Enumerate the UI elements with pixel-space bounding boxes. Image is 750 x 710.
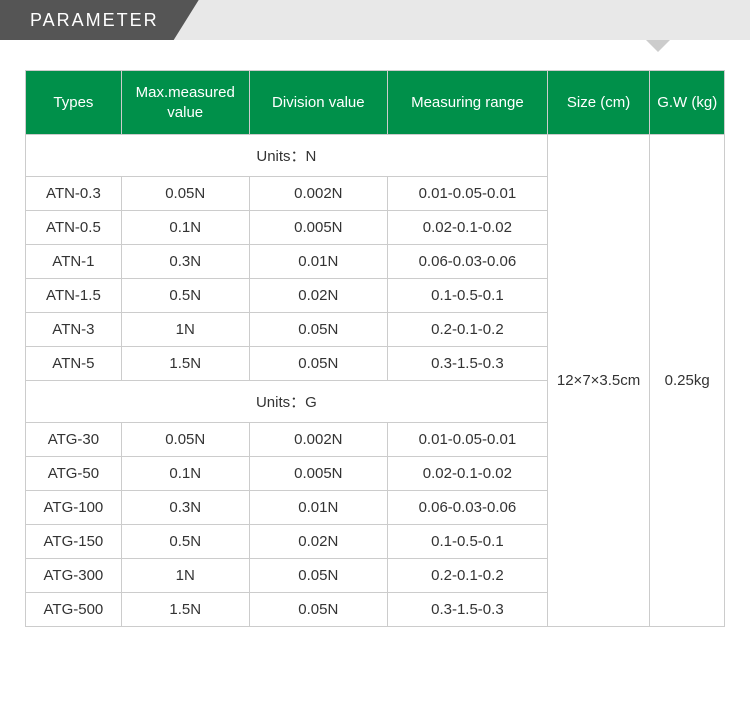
- cell-max: 0.05N: [121, 177, 249, 211]
- cell-range: 0.02-0.1-0.02: [388, 457, 548, 491]
- cell-div: 0.005N: [249, 457, 387, 491]
- col-division: Division value: [249, 71, 387, 135]
- cell-div: 0.05N: [249, 593, 387, 627]
- size-cell: 12×7×3.5cm: [547, 135, 650, 627]
- cell-range: 0.3-1.5-0.3: [388, 593, 548, 627]
- cell-div: 0.005N: [249, 211, 387, 245]
- cell-max: 0.5N: [121, 279, 249, 313]
- cell-div: 0.01N: [249, 491, 387, 525]
- units-g-label: Units：G: [26, 381, 548, 423]
- header-tab: PARAMETER: [0, 0, 199, 40]
- col-range: Measuring range: [388, 71, 548, 135]
- cell-range: 0.01-0.05-0.01: [388, 177, 548, 211]
- parameter-table: Types Max.measured value Division value …: [25, 70, 725, 627]
- cell-range: 0.1-0.5-0.1: [388, 525, 548, 559]
- header-title: PARAMETER: [30, 10, 159, 31]
- cell-range: 0.2-0.1-0.2: [388, 559, 548, 593]
- col-gw: G.W (kg): [650, 71, 725, 135]
- cell-range: 0.2-0.1-0.2: [388, 313, 548, 347]
- table-body: Units：N 12×7×3.5cm 0.25kg ATN-0.3 0.05N …: [26, 135, 725, 627]
- cell-max: 1N: [121, 313, 249, 347]
- units-n-row: Units：N 12×7×3.5cm 0.25kg: [26, 135, 725, 177]
- header-arrow-icon: [646, 40, 670, 52]
- cell-max: 0.1N: [121, 457, 249, 491]
- cell-range: 0.01-0.05-0.01: [388, 423, 548, 457]
- cell-type: ATN-1.5: [26, 279, 122, 313]
- cell-range: 0.02-0.1-0.02: [388, 211, 548, 245]
- cell-type: ATN-3: [26, 313, 122, 347]
- cell-max: 0.5N: [121, 525, 249, 559]
- cell-div: 0.05N: [249, 347, 387, 381]
- cell-range: 0.06-0.03-0.06: [388, 245, 548, 279]
- cell-type: ATN-5: [26, 347, 122, 381]
- cell-type: ATG-150: [26, 525, 122, 559]
- cell-type: ATN-1: [26, 245, 122, 279]
- cell-type: ATN-0.3: [26, 177, 122, 211]
- cell-type: ATG-100: [26, 491, 122, 525]
- cell-max: 0.1N: [121, 211, 249, 245]
- cell-range: 0.3-1.5-0.3: [388, 347, 548, 381]
- cell-div: 0.01N: [249, 245, 387, 279]
- cell-max: 0.05N: [121, 423, 249, 457]
- header-row: Types Max.measured value Division value …: [26, 71, 725, 135]
- cell-div: 0.02N: [249, 525, 387, 559]
- cell-max: 1.5N: [121, 593, 249, 627]
- cell-max: 1.5N: [121, 347, 249, 381]
- gw-cell: 0.25kg: [650, 135, 725, 627]
- cell-div: 0.05N: [249, 313, 387, 347]
- cell-max: 0.3N: [121, 491, 249, 525]
- cell-type: ATG-30: [26, 423, 122, 457]
- cell-div: 0.02N: [249, 279, 387, 313]
- col-size: Size (cm): [547, 71, 650, 135]
- cell-max: 0.3N: [121, 245, 249, 279]
- cell-div: 0.05N: [249, 559, 387, 593]
- cell-range: 0.06-0.03-0.06: [388, 491, 548, 525]
- cell-div: 0.002N: [249, 423, 387, 457]
- table-container: Types Max.measured value Division value …: [0, 40, 750, 647]
- header-bar: PARAMETER: [0, 0, 750, 40]
- cell-max: 1N: [121, 559, 249, 593]
- cell-type: ATN-0.5: [26, 211, 122, 245]
- cell-type: ATG-50: [26, 457, 122, 491]
- col-types: Types: [26, 71, 122, 135]
- cell-range: 0.1-0.5-0.1: [388, 279, 548, 313]
- cell-div: 0.002N: [249, 177, 387, 211]
- cell-type: ATG-300: [26, 559, 122, 593]
- units-n-label: Units：N: [26, 135, 548, 177]
- cell-type: ATG-500: [26, 593, 122, 627]
- col-max: Max.measured value: [121, 71, 249, 135]
